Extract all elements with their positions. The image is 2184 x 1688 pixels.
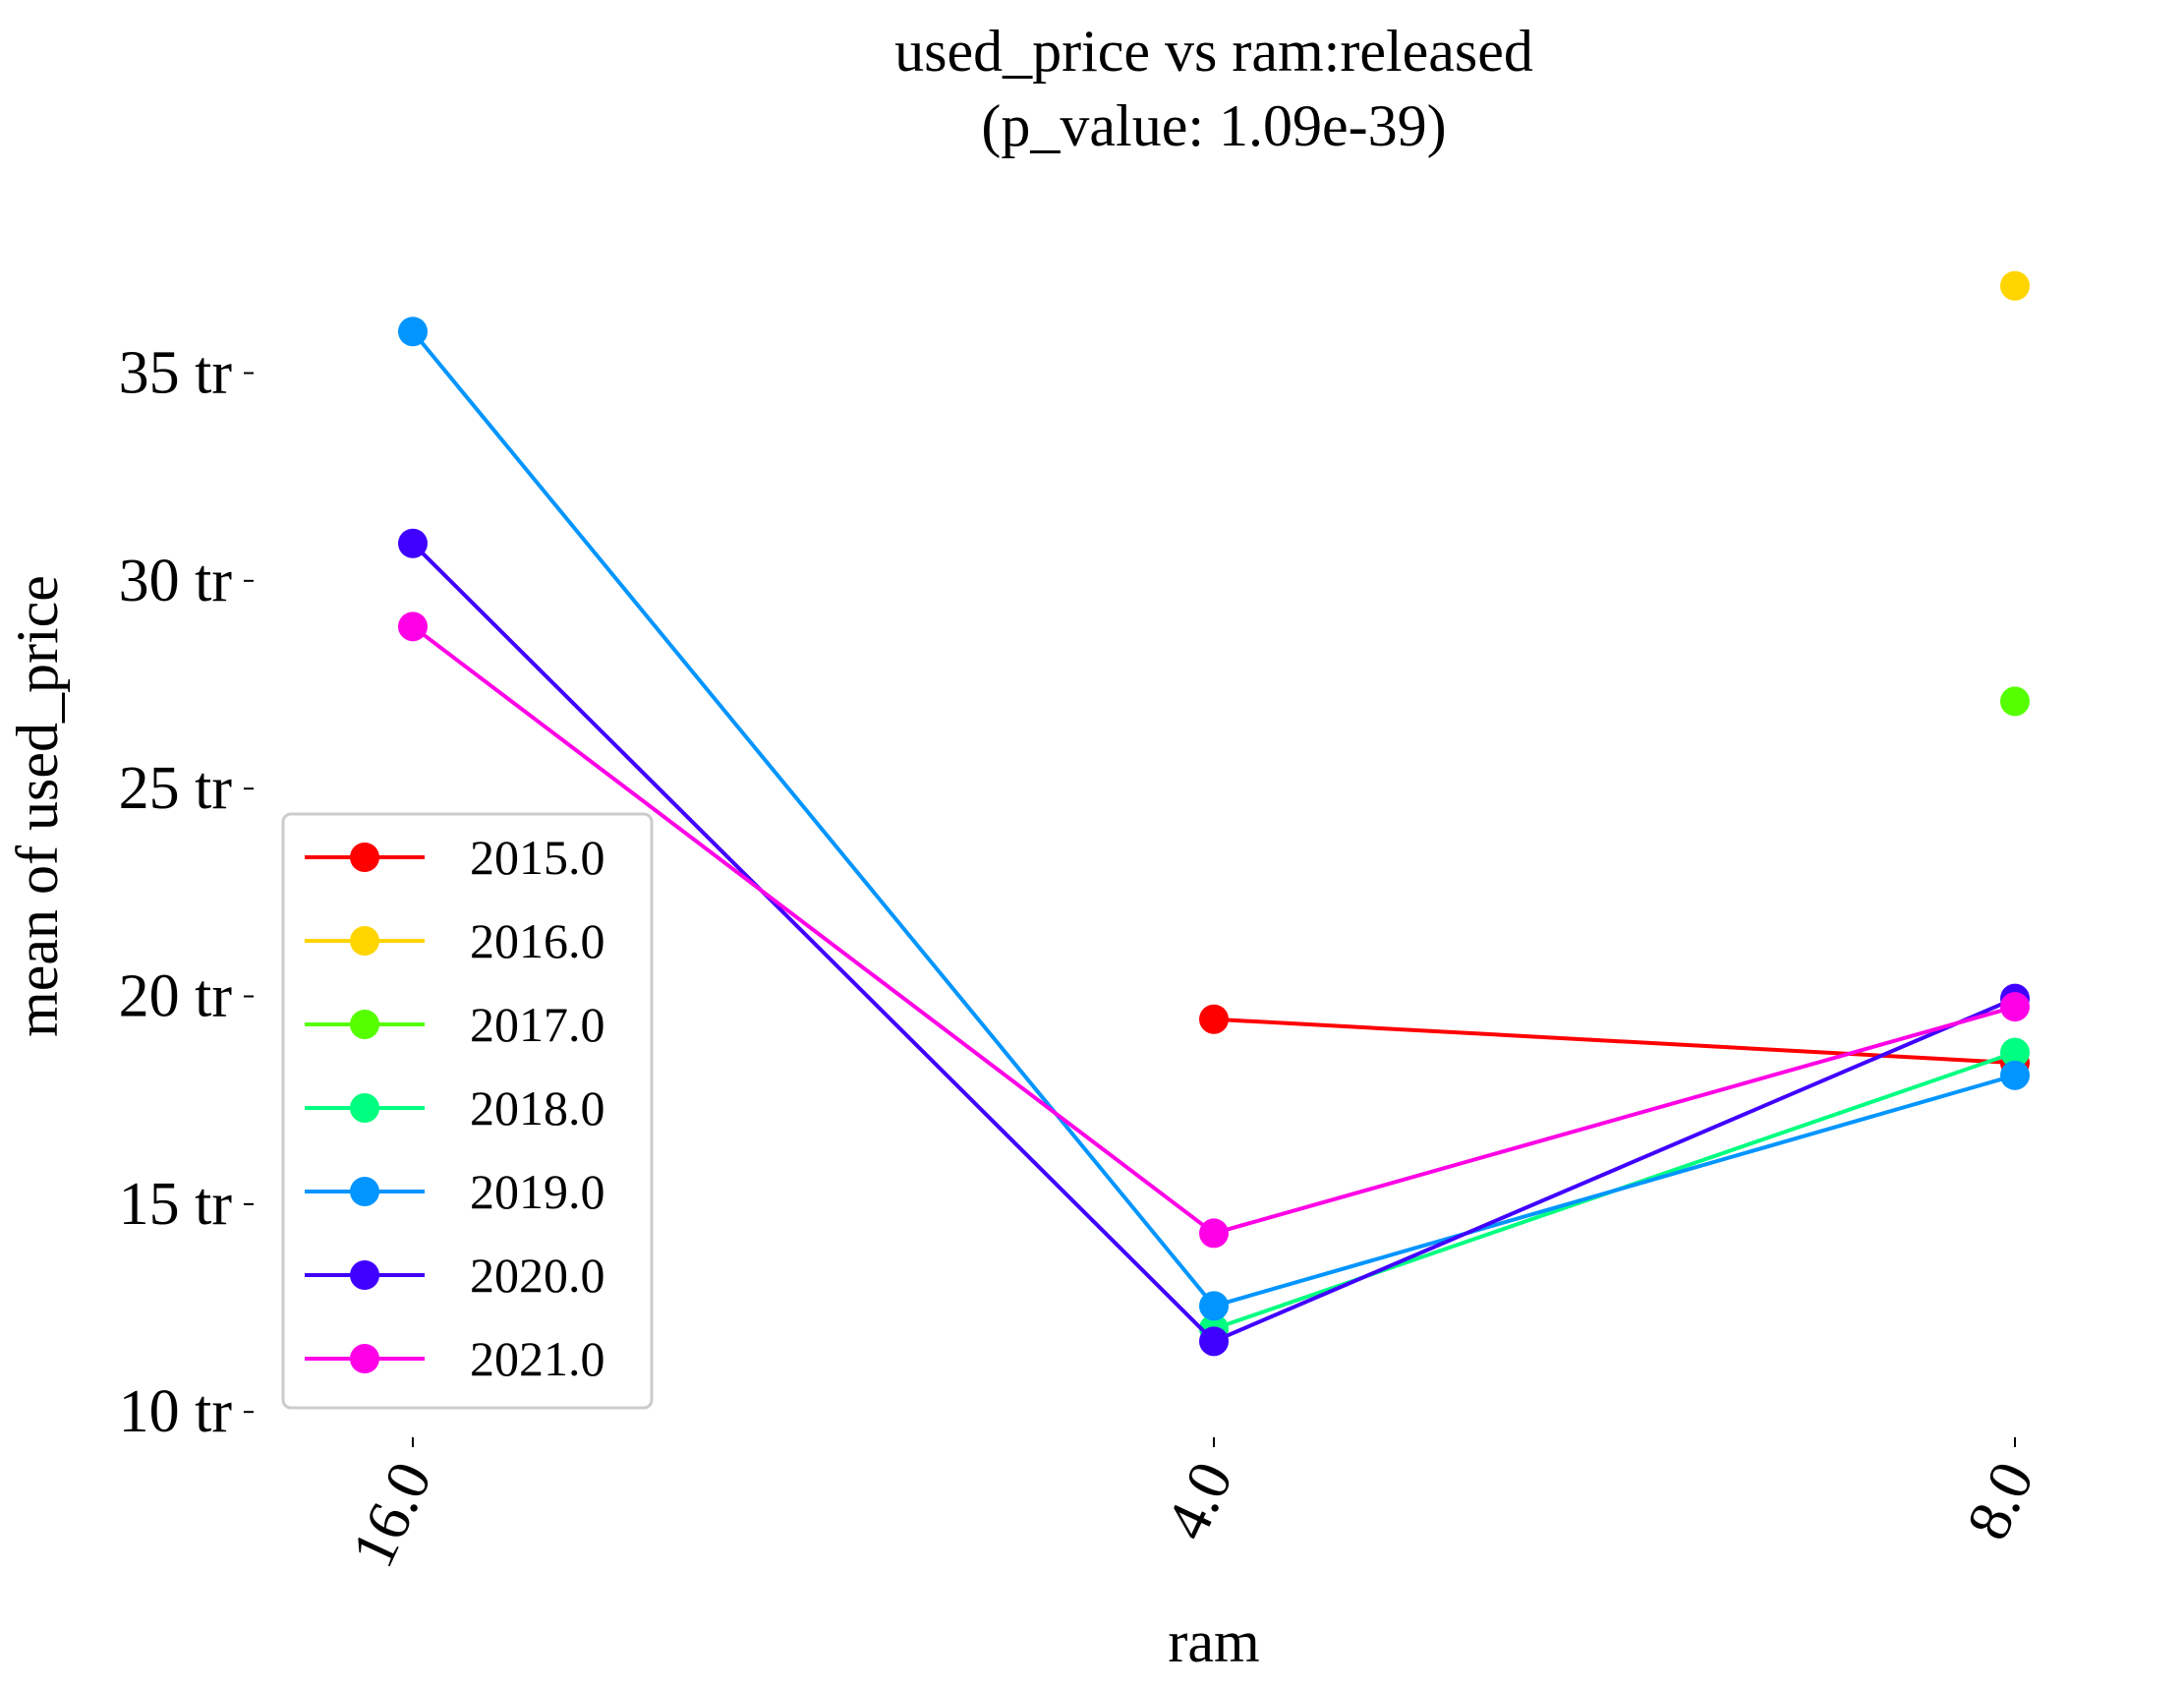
legend-marker xyxy=(350,843,379,872)
y-tick-label: 30 tr xyxy=(119,548,233,614)
legend-item: 2020.0 xyxy=(305,1248,605,1303)
data-point xyxy=(398,611,428,642)
legend-marker xyxy=(350,1010,379,1039)
data-point xyxy=(1199,1291,1229,1321)
plot-area xyxy=(398,270,2030,1357)
legend-marker xyxy=(350,1177,379,1206)
data-point xyxy=(1199,1326,1229,1357)
x-axis-label: ram xyxy=(1168,1609,1259,1674)
series-2019.0 xyxy=(398,317,2030,1321)
legend-item: 2016.0 xyxy=(305,913,605,968)
y-tick-label: 20 tr xyxy=(119,963,233,1030)
legend-marker xyxy=(350,1093,379,1123)
series-2016.0 xyxy=(2000,270,2030,301)
legend: 2015.0 2016.0 2017.0 2018.0 2019.0 2020.0 2021… xyxy=(281,812,654,1410)
legend-marker xyxy=(350,926,379,956)
chart-title: used_price vs ram:released xyxy=(894,19,1533,84)
series-2017.0 xyxy=(2000,686,2030,717)
y-tick-label: 10 tr xyxy=(119,1378,233,1445)
data-point xyxy=(2000,270,2030,301)
data-point xyxy=(2000,1060,2030,1090)
legend-label: 2019.0 xyxy=(470,1164,605,1219)
legend-item: 2019.0 xyxy=(305,1164,605,1219)
legend-label: 2021.0 xyxy=(470,1331,605,1386)
legend-label: 2016.0 xyxy=(470,913,605,968)
data-point xyxy=(1199,1218,1229,1249)
data-point xyxy=(1199,1004,1229,1034)
legend-item: 2015.0 xyxy=(305,830,605,885)
y-axis: 10 tr 15 tr 20 tr 25 tr 30 tr 35 tr xyxy=(119,339,254,1445)
x-tick-label: 16.0 xyxy=(339,1452,444,1577)
legend-item: 2017.0 xyxy=(305,997,605,1052)
legend-item: 2018.0 xyxy=(305,1080,605,1135)
data-point xyxy=(398,317,428,347)
legend-marker xyxy=(350,1344,379,1373)
legend-label: 2018.0 xyxy=(470,1080,605,1135)
data-point xyxy=(2000,1037,2030,1068)
legend-marker xyxy=(350,1260,379,1290)
y-tick-label: 15 tr xyxy=(119,1171,233,1238)
x-axis: 16.0 4.0 8.0 xyxy=(339,1437,2047,1577)
series-2021.0 xyxy=(398,611,2030,1249)
legend-item: 2021.0 xyxy=(305,1331,605,1386)
data-point xyxy=(2000,686,2030,717)
series-2015.0 xyxy=(1199,1004,2030,1078)
data-point xyxy=(2000,992,2030,1022)
x-tick-label: 8.0 xyxy=(1954,1452,2046,1549)
y-tick-label: 35 tr xyxy=(119,339,233,406)
chart-subtitle: (p_value: 1.09e-39) xyxy=(981,93,1446,158)
legend-label: 2020.0 xyxy=(470,1248,605,1303)
y-tick-label: 25 tr xyxy=(119,755,233,822)
x-tick-label: 4.0 xyxy=(1153,1452,1245,1549)
legend-label: 2017.0 xyxy=(470,997,605,1052)
y-axis-label: mean of used_price xyxy=(5,575,70,1037)
legend-label: 2015.0 xyxy=(470,830,605,885)
legend-frame xyxy=(281,812,654,1410)
data-point xyxy=(398,528,428,558)
